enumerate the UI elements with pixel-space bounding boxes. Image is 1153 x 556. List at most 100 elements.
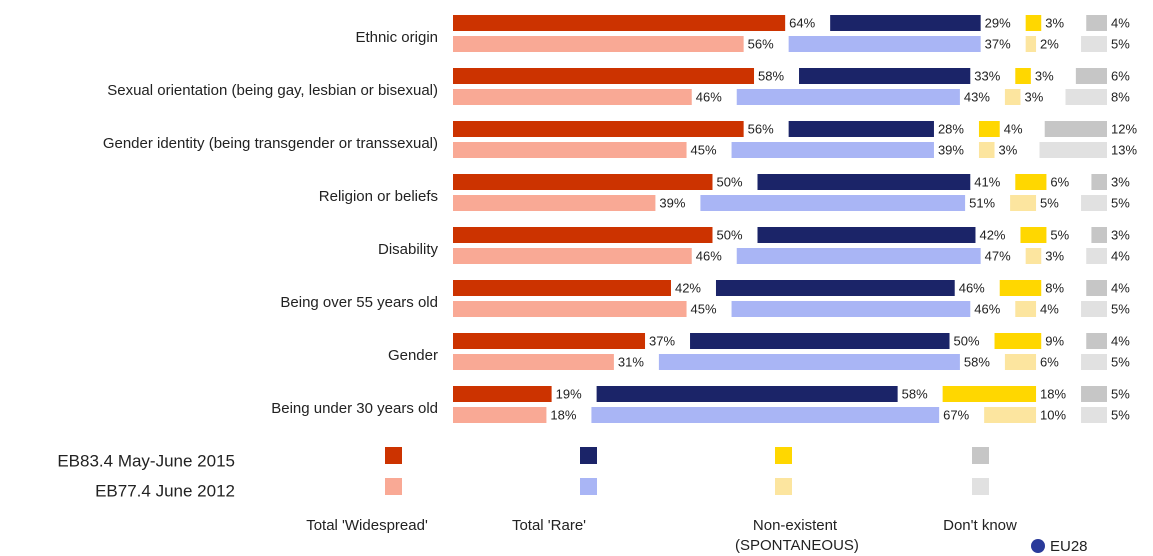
bar	[453, 386, 552, 402]
bar	[1081, 301, 1107, 317]
value-label: 64%	[789, 15, 815, 30]
value-label: 46%	[959, 280, 985, 295]
value-label: 5%	[1111, 407, 1130, 422]
value-label: 4%	[1111, 280, 1130, 295]
value-label: 58%	[758, 68, 784, 83]
globe-icon	[1031, 539, 1045, 553]
bar	[942, 386, 1037, 402]
bar	[1015, 301, 1037, 317]
legend-label: Don't know	[943, 517, 1017, 534]
bar	[978, 121, 1000, 137]
category-label: Religion or beliefs	[319, 188, 438, 205]
value-label: 37%	[649, 333, 675, 348]
bar	[1015, 68, 1031, 84]
bar	[1081, 354, 1107, 370]
value-label: 6%	[1111, 68, 1130, 83]
legend-wave-label: EB77.4 June 2012	[95, 481, 235, 500]
category-label: Gender	[388, 347, 438, 364]
bar	[736, 89, 960, 105]
value-label: 6%	[1050, 174, 1069, 189]
bar	[1004, 354, 1037, 370]
bar	[658, 354, 960, 370]
bar	[453, 407, 547, 423]
value-label: 4%	[1111, 15, 1130, 30]
legend-swatch	[972, 447, 989, 464]
value-label: 10%	[1040, 407, 1066, 422]
bar	[453, 354, 614, 370]
bar	[700, 195, 966, 211]
bar	[453, 174, 713, 190]
bar	[788, 36, 981, 52]
value-label: 4%	[1111, 248, 1130, 263]
value-label: 13%	[1111, 142, 1137, 157]
value-label: 41%	[974, 174, 1000, 189]
value-label: 42%	[979, 227, 1005, 242]
bar	[984, 407, 1037, 423]
value-label: 39%	[938, 142, 964, 157]
value-label: 47%	[985, 248, 1011, 263]
value-label: 56%	[748, 121, 774, 136]
bar	[994, 333, 1042, 349]
bar	[453, 142, 687, 158]
value-label: 50%	[717, 227, 743, 242]
value-label: 4%	[1040, 301, 1059, 316]
value-label: 4%	[1111, 333, 1130, 348]
bar	[453, 121, 744, 137]
bar	[1039, 142, 1107, 158]
bar	[1044, 121, 1107, 137]
value-label: 5%	[1111, 354, 1130, 369]
legend-wave-label: EB83.4 May-June 2015	[57, 451, 235, 470]
value-label: 28%	[938, 121, 964, 136]
bar	[715, 280, 955, 296]
value-label: 46%	[696, 89, 722, 104]
value-label: 3%	[1035, 68, 1054, 83]
value-label: 12%	[1111, 121, 1137, 136]
bar	[757, 174, 971, 190]
value-label: 3%	[1045, 15, 1064, 30]
value-label: 39%	[659, 195, 685, 210]
bar	[453, 195, 656, 211]
bar	[1086, 15, 1107, 31]
bar	[453, 333, 646, 349]
value-label: 5%	[1111, 36, 1130, 51]
bar	[1020, 227, 1047, 243]
value-label: 50%	[954, 333, 980, 348]
value-label: 43%	[964, 89, 990, 104]
bar	[731, 301, 971, 317]
category-label: Sexual orientation (being gay, lesbian o…	[107, 82, 438, 99]
value-label: 50%	[717, 174, 743, 189]
bar	[1025, 248, 1042, 264]
value-label: 6%	[1040, 354, 1059, 369]
value-label: 45%	[691, 142, 717, 157]
bar	[596, 386, 898, 402]
legend-label: Total 'Rare'	[511, 517, 587, 534]
bar	[1086, 248, 1107, 264]
category-label: Being under 30 years old	[271, 400, 438, 417]
bar	[1075, 68, 1107, 84]
bar	[757, 227, 976, 243]
bar	[978, 142, 995, 158]
value-label: 8%	[1111, 89, 1130, 104]
bar	[453, 89, 692, 105]
value-label: 51%	[969, 195, 995, 210]
bar	[453, 36, 744, 52]
footer: EU28	[1050, 538, 1088, 555]
value-label: 3%	[1024, 89, 1043, 104]
bar	[830, 15, 981, 31]
legend-swatch	[972, 478, 989, 495]
bar	[591, 407, 940, 423]
bar	[1081, 195, 1107, 211]
value-label: 46%	[974, 301, 1000, 316]
legend-swatch	[580, 447, 597, 464]
value-label: 5%	[1111, 386, 1130, 401]
category-label: Gender identity (being transgender or tr…	[103, 135, 438, 152]
bar	[1015, 174, 1047, 190]
bar	[1081, 386, 1107, 402]
value-label: 33%	[974, 68, 1000, 83]
bar	[1081, 407, 1107, 423]
bar	[731, 142, 934, 158]
bar	[453, 68, 755, 84]
category-label: Being over 55 years old	[280, 294, 438, 311]
value-label: 3%	[1045, 248, 1064, 263]
